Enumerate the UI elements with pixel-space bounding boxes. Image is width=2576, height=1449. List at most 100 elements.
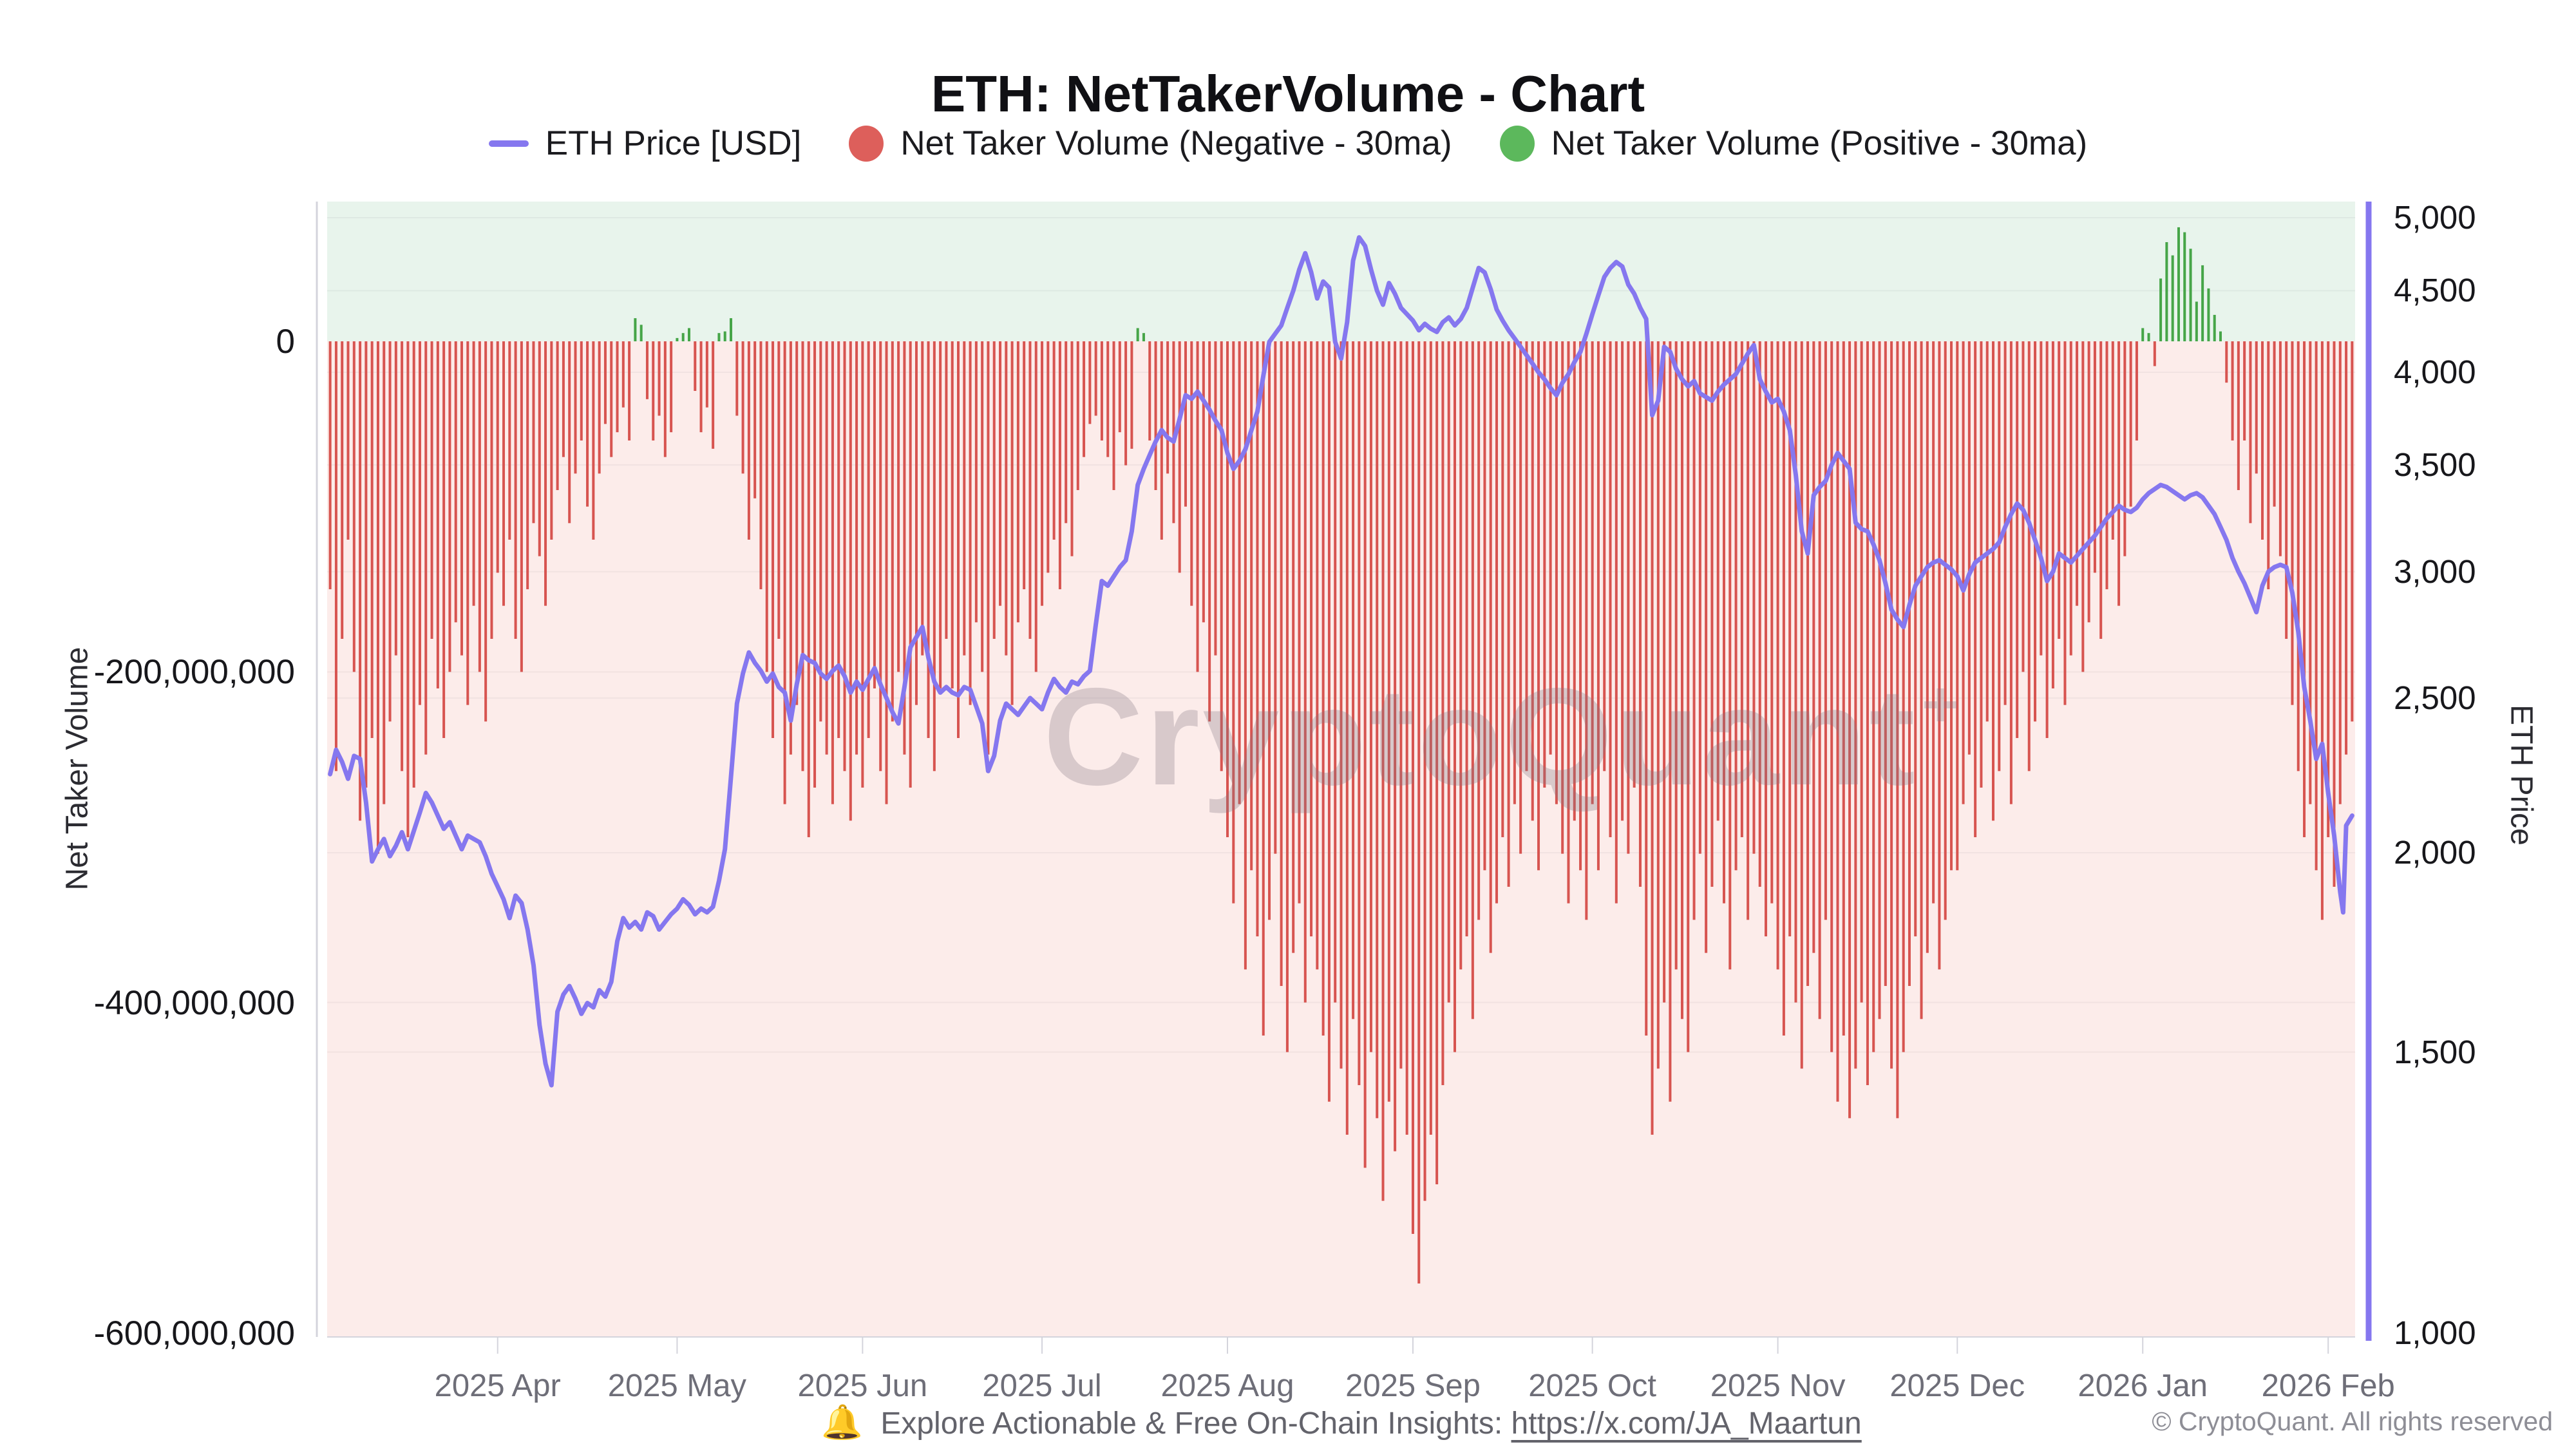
volume-bar xyxy=(490,341,493,639)
volume-bar xyxy=(1154,341,1157,490)
volume-bar xyxy=(1992,341,1995,821)
page-title: ETH: NetTakerVolume - Chart xyxy=(931,65,1645,122)
volume-bar xyxy=(1549,341,1552,755)
volume-bar xyxy=(2297,341,2300,772)
volume-bar xyxy=(1579,341,1582,871)
volume-bar xyxy=(1932,341,1935,904)
volume-bar xyxy=(1394,341,1397,1151)
volume-bar xyxy=(2237,341,2240,490)
volume-bar xyxy=(2231,341,2234,440)
volume-bar xyxy=(1052,341,1056,540)
volume-bar xyxy=(2213,314,2216,341)
volume-bar xyxy=(795,341,799,705)
volume-bar xyxy=(1812,341,1815,953)
volume-bar xyxy=(1244,341,1247,970)
volume-bar xyxy=(2105,341,2108,589)
legend-item-eth-price: ETH Price [USD] xyxy=(488,124,801,163)
left-axis-title: Net Taker Volume xyxy=(60,647,95,891)
volume-bar xyxy=(1034,341,1037,672)
volume-bar xyxy=(1974,341,1977,837)
volume-bar xyxy=(1663,341,1666,1003)
volume-bar xyxy=(723,331,726,341)
volume-bar xyxy=(1842,341,1845,1036)
volume-bar xyxy=(1435,341,1439,1184)
volume-bar xyxy=(1949,341,1953,871)
volume-bar xyxy=(586,341,589,507)
volume-bar xyxy=(1914,341,1917,936)
volume-bar xyxy=(2177,227,2180,341)
volume-bar xyxy=(1920,341,1923,1019)
volume-bar xyxy=(1633,341,1636,788)
volume-bar xyxy=(1184,341,1187,507)
volume-bar xyxy=(520,341,523,672)
volume-bar xyxy=(753,341,757,498)
volume-bar xyxy=(1256,341,1259,936)
volume-bar xyxy=(1471,341,1474,1019)
bell-icon: 🔔 xyxy=(821,1404,863,1441)
y-right-tick-label: 3,000 xyxy=(2394,553,2476,590)
y-left-tick-label: -600,000,000 xyxy=(93,1314,295,1352)
volume-bar xyxy=(1596,341,1600,871)
volume-bar xyxy=(1274,341,1277,854)
volume-bar xyxy=(1340,341,1343,1069)
volume-bar xyxy=(502,341,506,606)
volume-bar xyxy=(1232,341,1235,904)
volume-bar xyxy=(1765,341,1768,936)
volume-bar xyxy=(454,341,457,623)
footer-note: 🔔 Explore Actionable & Free On-Chain Ins… xyxy=(327,1403,2356,1442)
volume-bar xyxy=(1734,341,1738,871)
volume-bar xyxy=(1310,341,1313,936)
volume-bar xyxy=(1112,341,1115,490)
volume-bar xyxy=(1094,341,1097,416)
volume-bar xyxy=(1716,341,1719,821)
volume-bar xyxy=(1890,341,1893,1069)
volume-bar xyxy=(956,341,960,738)
volume-bar xyxy=(1016,341,1019,623)
y-right-tick-label: 2,000 xyxy=(2394,834,2476,871)
volume-bar xyxy=(897,341,900,672)
volume-bar xyxy=(2034,341,2037,722)
volume-bar xyxy=(1136,328,1139,341)
volume-bar xyxy=(2171,255,2174,341)
volume-bar xyxy=(1316,341,1319,970)
volume-bar xyxy=(1638,341,1642,887)
volume-bar xyxy=(2327,341,2330,837)
volume-bar xyxy=(1818,341,1821,1019)
volume-bar xyxy=(1417,341,1421,1283)
volume-bar xyxy=(1196,341,1199,672)
volume-bar xyxy=(1190,341,1193,606)
volume-bar xyxy=(694,341,697,391)
volume-bar xyxy=(987,341,990,755)
volume-bar xyxy=(1352,341,1355,1019)
volume-bar xyxy=(1238,341,1241,804)
volume-bar xyxy=(556,341,559,490)
volume-bar xyxy=(1723,341,1726,904)
footer-link[interactable]: https://x.com/JA_Maartun xyxy=(1511,1406,1862,1441)
red-dot-icon xyxy=(849,125,884,162)
volume-bar xyxy=(1405,341,1408,1135)
volume-bar xyxy=(1567,341,1570,904)
y-left-tick-label: 0 xyxy=(276,323,295,361)
volume-bar xyxy=(2315,341,2318,871)
volume-bar xyxy=(2087,341,2090,623)
volume-bar xyxy=(891,341,894,722)
volume-bar xyxy=(2099,341,2103,639)
volume-bar xyxy=(1525,341,1528,772)
volume-bar xyxy=(2051,341,2054,688)
volume-bar xyxy=(2069,341,2072,656)
volume-bar xyxy=(1023,341,1026,589)
volume-bar xyxy=(1896,341,1899,1119)
volume-bar xyxy=(849,341,852,821)
volume-bar xyxy=(442,341,446,738)
volume-bar xyxy=(1669,341,1672,1102)
volume-bar xyxy=(1387,341,1390,1102)
legend-item-negative-volume: Net Taker Volume (Negative - 30ma) xyxy=(849,124,1452,163)
volume-bar xyxy=(430,341,433,639)
volume-bar xyxy=(1980,341,1983,788)
x-tick-label: 2025 May xyxy=(607,1368,746,1403)
volume-bar xyxy=(365,341,368,788)
volume-bar xyxy=(2267,341,2270,589)
x-tick-label: 2025 Sep xyxy=(1345,1368,1481,1403)
volume-bar xyxy=(1537,341,1540,871)
